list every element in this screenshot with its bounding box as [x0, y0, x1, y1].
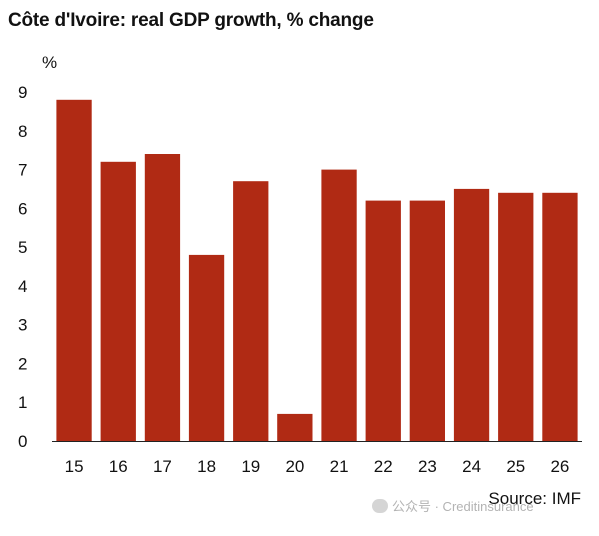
bar-17: [144, 154, 181, 441]
x-tick-label: 19: [241, 457, 260, 476]
source-note: Source: IMF: [488, 489, 581, 508]
bar-24: [453, 188, 490, 441]
y-tick-label: 7: [18, 161, 27, 180]
bar-26: [542, 192, 578, 441]
y-axis-label: %: [42, 53, 57, 72]
x-tick-label: 20: [285, 457, 304, 476]
x-tick-label: 23: [418, 457, 437, 476]
bar-18: [188, 254, 225, 441]
bar-16: [100, 161, 136, 442]
bar-23: [409, 200, 445, 441]
x-axis-ticks: 15 16 17 18 19 20 21 22 23 24 25 26: [65, 457, 570, 476]
bar-22: [365, 200, 401, 441]
bar-25: [498, 192, 534, 441]
bar-21: [321, 169, 357, 441]
bars-group: [56, 99, 578, 442]
y-tick-label: 3: [18, 316, 27, 335]
x-tick-label: 26: [550, 457, 569, 476]
x-tick-label: 24: [462, 457, 481, 476]
y-tick-label: 6: [18, 199, 27, 218]
bar-19: [233, 181, 269, 441]
x-tick-label: 17: [153, 457, 172, 476]
chart-title: Côte d'Ivoire: real GDP growth, % change: [8, 10, 374, 31]
y-tick-label: 9: [18, 83, 27, 102]
y-tick-label: 1: [18, 393, 27, 412]
bar-15: [56, 99, 92, 442]
x-tick-label: 18: [197, 457, 216, 476]
watermark-text: 公众号 · Creditinsurance: [392, 499, 534, 514]
y-tick-label: 4: [18, 277, 27, 296]
y-tick-label: 2: [18, 354, 27, 373]
x-tick-label: 21: [330, 457, 349, 476]
watermark: 公众号 · Creditinsurance: [372, 496, 534, 515]
bar-20: [277, 413, 313, 441]
x-tick-label: 22: [374, 457, 393, 476]
x-tick-label: 15: [65, 457, 84, 476]
y-tick-label: 8: [18, 122, 27, 141]
x-tick-label: 25: [506, 457, 525, 476]
wechat-icon: [372, 498, 388, 513]
y-tick-label: 0: [18, 432, 27, 451]
x-tick-label: 16: [109, 457, 128, 476]
y-axis-ticks: 0 1 2 3 4 5 6 7 8 9: [18, 83, 27, 451]
y-tick-label: 5: [18, 238, 27, 257]
